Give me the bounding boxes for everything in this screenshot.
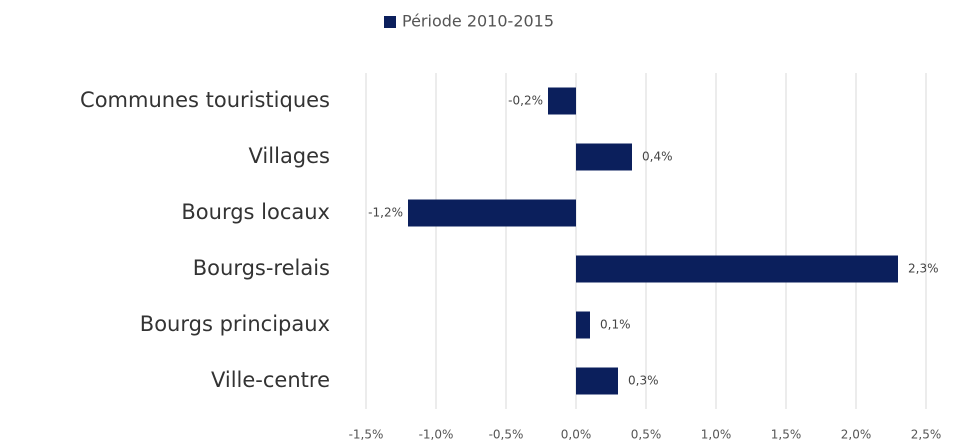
value-label: 0,3% [628,374,659,388]
y-tick-label: Communes touristiques [80,88,330,112]
y-tick-label: Villages [249,144,330,168]
legend-swatch [384,16,396,28]
x-tick-label: -1,5% [349,428,384,442]
y-tick-label: Bourgs-relais [193,256,330,280]
y-tick-label: Ville-centre [211,368,330,392]
bar [576,143,632,171]
value-label: 0,1% [600,318,631,332]
bar [408,199,576,227]
y-tick-label: Bourgs locaux [181,200,330,224]
y-tick-label: Bourgs principaux [140,312,330,336]
x-tick-label: 2,5% [911,428,942,442]
x-tick-label: -1,0% [419,428,454,442]
x-tick-label: 2,0% [841,428,872,442]
x-tick-label: 1,0% [701,428,732,442]
x-tick-label: 0,5% [631,428,662,442]
x-tick-label: 1,5% [771,428,802,442]
value-label: -0,2% [508,94,543,108]
value-label: 2,3% [908,262,939,276]
x-tick-label: -0,5% [489,428,524,442]
bar [576,311,590,339]
bar [576,255,898,283]
x-tick-label: 0,0% [561,428,592,442]
bar [548,87,576,115]
legend-label: Période 2010-2015 [402,12,554,31]
value-label: -1,2% [368,206,403,220]
value-label: 0,4% [642,150,673,164]
bar [576,367,618,395]
